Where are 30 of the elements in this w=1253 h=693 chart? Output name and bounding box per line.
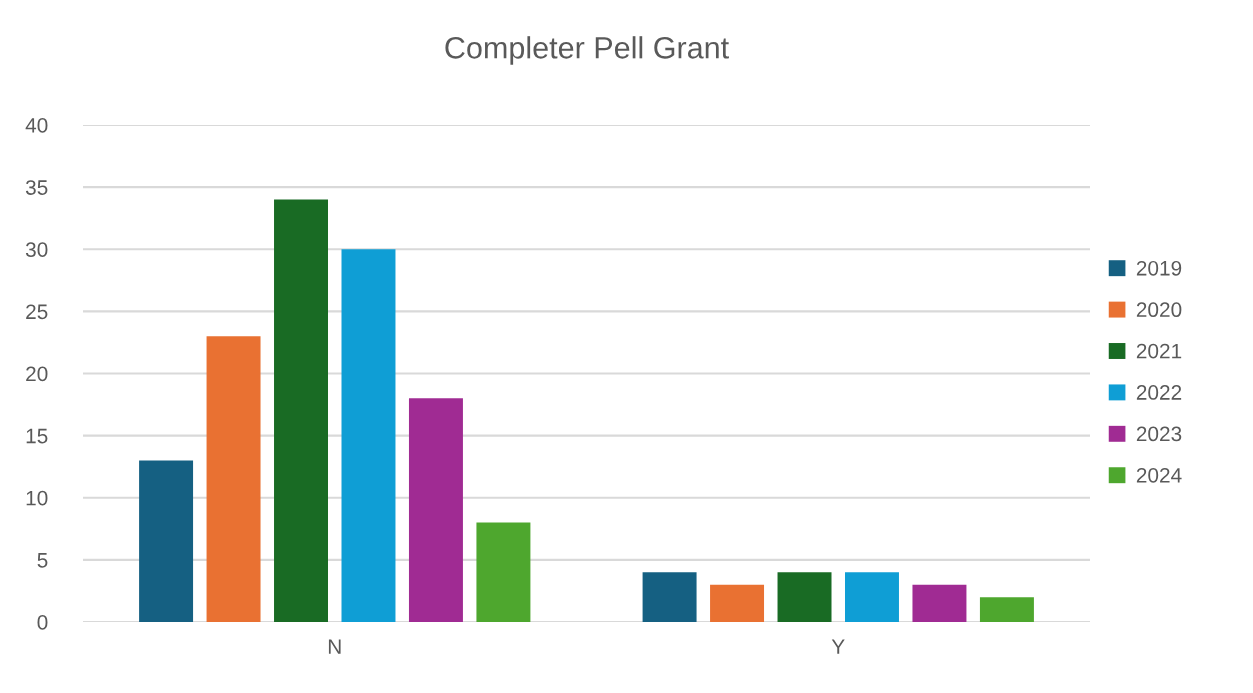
bar (408, 398, 463, 622)
bar (341, 249, 396, 622)
legend-label: 2024 (1136, 467, 1182, 483)
y-tick-label: 10 (26, 490, 48, 506)
chart-title: Completer Pell Grant (445, 36, 729, 65)
legend-label: 2019 (1136, 260, 1182, 276)
legend-label: 2022 (1136, 385, 1182, 400)
legend-label: 2021 (1136, 343, 1182, 359)
x-tick-label: Y (831, 639, 845, 654)
bar (274, 199, 328, 622)
legend-label: 2023 (1136, 426, 1182, 442)
y-tick-label: 15 (26, 428, 48, 444)
y-tick-label: 40 (25, 118, 48, 133)
bar (710, 584, 765, 622)
bar (912, 584, 967, 622)
bar (979, 597, 1034, 622)
y-tick-label: 30 (25, 242, 48, 257)
y-tick-label: 20 (26, 366, 48, 382)
bar (845, 572, 899, 622)
y-tick-label: 5 (37, 553, 48, 568)
x-tick-label: N (328, 639, 341, 654)
y-tick-label: 35 (25, 180, 48, 195)
bar (476, 522, 531, 622)
bar (642, 572, 697, 622)
y-tick-label: 0 (37, 615, 48, 630)
legend-label: 2020 (1136, 302, 1182, 318)
bar (139, 460, 194, 622)
y-tick-label: 25 (26, 304, 48, 320)
bar (777, 572, 832, 622)
bar (206, 336, 261, 622)
